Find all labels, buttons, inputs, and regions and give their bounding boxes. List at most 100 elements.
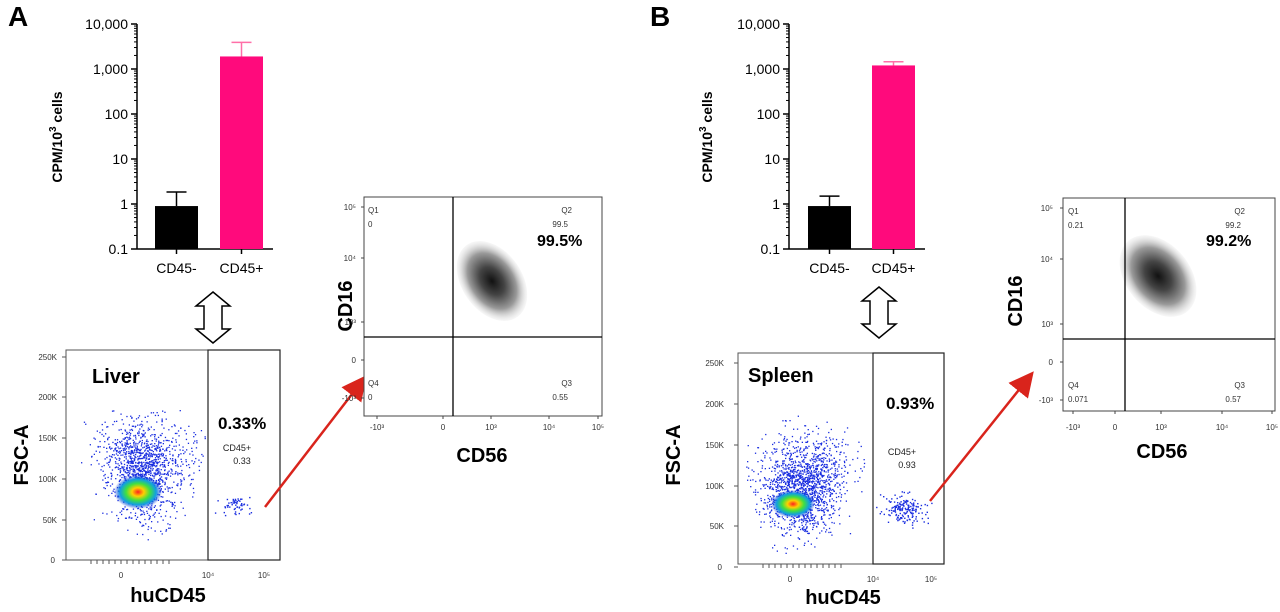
event-dot (144, 449, 147, 451)
event-dot (801, 486, 803, 489)
event-dot (174, 462, 177, 464)
event-dot (167, 490, 169, 492)
event-dot (817, 510, 819, 512)
event-dot (815, 522, 817, 524)
event-dot (155, 454, 158, 456)
event-dot (772, 483, 774, 485)
event-dot (169, 475, 172, 477)
gated-event-dot (899, 503, 901, 506)
event-dot (823, 441, 825, 443)
event-dot (817, 502, 820, 504)
gated-event-dot (915, 510, 917, 512)
event-dot (124, 469, 126, 471)
event-dot (179, 449, 181, 451)
event-dot (804, 481, 806, 483)
event-dot (787, 453, 789, 455)
event-dot (754, 489, 757, 491)
event-dot (156, 469, 159, 471)
event-dot (142, 435, 144, 437)
event-dot (781, 480, 783, 482)
event-dot (802, 479, 805, 482)
event-dot (162, 480, 164, 482)
event-dot (164, 450, 166, 452)
event-dot (828, 484, 831, 486)
event-dot (788, 457, 791, 460)
event-dot (802, 483, 804, 485)
event-dot (823, 494, 825, 496)
event-dot (825, 479, 828, 481)
event-dot (786, 471, 788, 473)
event-dot (124, 449, 126, 451)
gated-event-dot (912, 509, 914, 511)
event-dot (833, 457, 835, 459)
event-dot (813, 516, 816, 519)
event-dot (823, 491, 825, 493)
event-dot (807, 521, 809, 523)
event-dot (121, 444, 123, 446)
event-dot (123, 450, 125, 452)
event-dot (154, 505, 156, 507)
event-dot (822, 496, 824, 498)
event-dot (823, 511, 825, 513)
event-dot (801, 528, 803, 530)
event-dot (201, 453, 203, 456)
event-dot (133, 469, 136, 472)
event-dot (200, 461, 202, 464)
event-dot (147, 469, 149, 471)
event-dot (130, 462, 132, 464)
gate-name: CD45+ (223, 443, 251, 453)
event-dot (145, 454, 147, 456)
gated-event-dot (910, 512, 912, 515)
quadrant-y-tick-label: -10³ (342, 394, 357, 403)
event-dot (137, 474, 139, 476)
event-dot (796, 464, 799, 467)
event-dot (151, 507, 153, 509)
event-dot (152, 468, 154, 470)
gated-event-dot (236, 502, 238, 505)
event-dot (764, 457, 766, 459)
event-dot (847, 444, 849, 446)
event-dot (818, 501, 820, 503)
event-dot (125, 472, 127, 474)
event-dot (788, 484, 790, 486)
event-dot (142, 452, 144, 454)
event-dot (763, 477, 766, 479)
event-dot (807, 540, 809, 542)
event-dot (134, 456, 136, 458)
event-dot (792, 461, 794, 463)
event-dot (139, 455, 141, 457)
event-dot (834, 509, 836, 512)
event-dot (802, 490, 804, 492)
event-dot (172, 455, 174, 457)
event-dot (128, 452, 131, 455)
event-dot (131, 452, 133, 454)
x-tick-label: CD45+ (220, 260, 264, 276)
event-dot (111, 483, 114, 485)
event-dot (798, 450, 801, 452)
event-dot (133, 458, 135, 460)
event-dot (130, 450, 132, 452)
gated-event-dot (891, 512, 893, 514)
event-dot (790, 461, 793, 463)
event-dot (812, 528, 814, 531)
event-dot (164, 411, 166, 413)
event-dot (797, 474, 799, 476)
event-dot (200, 430, 203, 432)
event-dot (123, 447, 126, 449)
event-dot (815, 465, 817, 467)
event-dot (119, 452, 121, 454)
event-dot (155, 462, 158, 464)
event-dot (128, 438, 130, 441)
gated-event-dot (249, 507, 251, 510)
event-dot (817, 499, 819, 501)
gated-event-dot (912, 505, 914, 507)
event-dot (839, 488, 842, 491)
event-dot (131, 425, 134, 427)
event-dot (785, 483, 787, 485)
event-dot (124, 430, 127, 432)
event-dot (783, 535, 785, 537)
event-dot (833, 522, 835, 524)
event-dot (794, 481, 796, 483)
event-dot (126, 415, 128, 418)
